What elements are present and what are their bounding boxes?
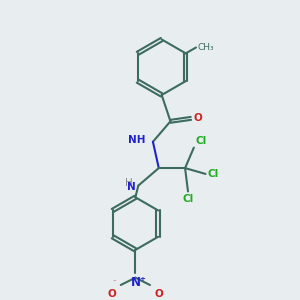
Text: Cl: Cl — [182, 194, 194, 204]
Text: O: O — [154, 290, 163, 299]
Text: O: O — [194, 113, 203, 123]
Text: N: N — [127, 182, 135, 192]
Text: Cl: Cl — [195, 136, 207, 146]
Text: ⁻: ⁻ — [112, 279, 116, 285]
Text: +: + — [139, 276, 145, 282]
Text: Cl: Cl — [207, 169, 218, 179]
Text: H: H — [125, 178, 133, 188]
Text: N: N — [130, 276, 140, 289]
Text: NH: NH — [128, 135, 146, 145]
Text: O: O — [108, 290, 116, 299]
Text: CH₃: CH₃ — [197, 43, 214, 52]
